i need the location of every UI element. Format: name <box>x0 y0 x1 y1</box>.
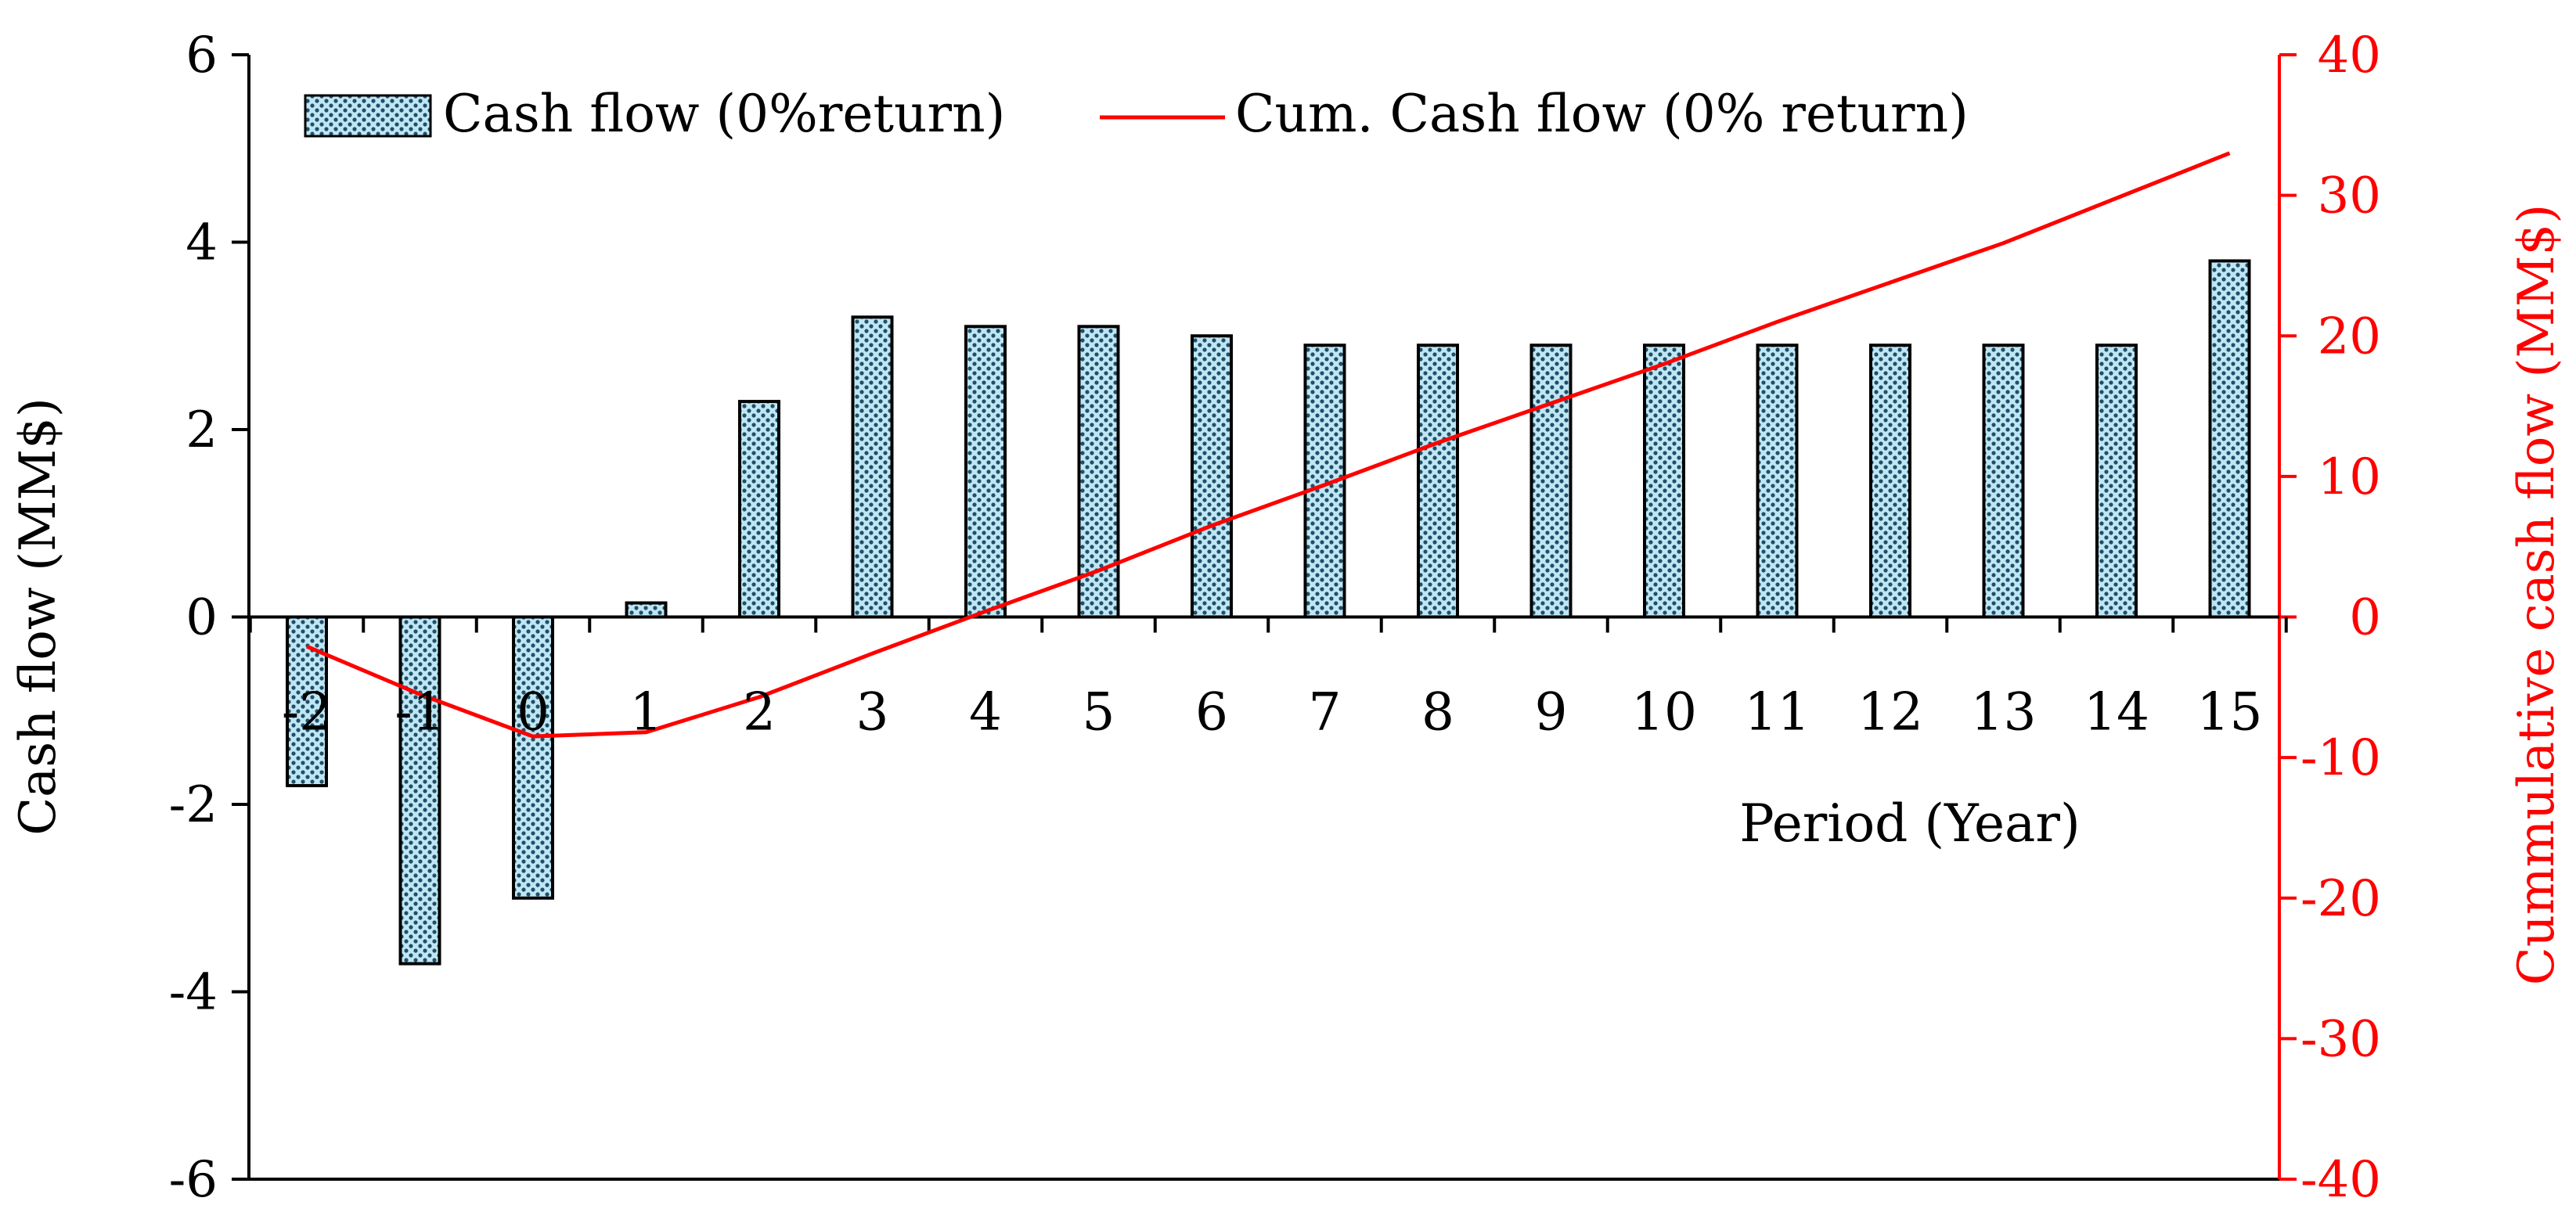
legend: Cash flow (0%return) Cum. Cash flow (0% … <box>304 84 1969 144</box>
bar-2 <box>738 400 780 619</box>
x-tick-label: 7 <box>1309 682 1342 743</box>
bar-14 <box>2095 344 2138 619</box>
bar-0 <box>512 615 554 900</box>
y2-tick-label: -40 <box>2300 1151 2381 1209</box>
y2-tick-label: -10 <box>2300 729 2381 787</box>
x-tick-label: 12 <box>1857 682 1923 743</box>
x-tick-label: -2 <box>282 682 332 743</box>
x-tick-label: 14 <box>2084 682 2149 743</box>
y-tick-label: 2 <box>186 401 218 459</box>
axes-layer <box>232 53 2297 1181</box>
y-tick-label: 4 <box>186 214 218 272</box>
y2-tick-label: 10 <box>2318 448 2381 506</box>
bar-10 <box>1643 344 1685 619</box>
line-layer <box>306 151 2231 739</box>
legend-label-cash-flow: Cash flow (0%return) <box>443 84 1005 144</box>
bar-11 <box>1756 344 1799 619</box>
y2-tick-label: 20 <box>2318 308 2381 365</box>
bar-13 <box>1982 344 2025 619</box>
y-tick-label: 6 <box>186 27 218 85</box>
y-tick-label: -4 <box>169 964 218 1022</box>
y2-tick-label: 30 <box>2318 167 2381 225</box>
y-tick-label: -2 <box>169 776 218 834</box>
y2-tick-label: -20 <box>2300 870 2381 928</box>
legend-label-cum-cash-flow: Cum. Cash flow (0% return) <box>1235 84 1969 144</box>
x-tick-label: 8 <box>1421 682 1454 743</box>
x-tick-label: 1 <box>630 682 663 743</box>
x-tick-label: -1 <box>395 682 445 743</box>
x-tick-label: 2 <box>743 682 776 743</box>
bar--1 <box>398 615 441 966</box>
x-tick-label: 9 <box>1535 682 1568 743</box>
x-tick-label: 0 <box>517 682 549 743</box>
y2-axis-title: Cummulative cash flow (MM$) <box>2508 204 2566 985</box>
bars-layer <box>286 259 2251 966</box>
x-tick-label: 15 <box>2197 682 2263 743</box>
x-tick-label: 4 <box>969 682 1002 743</box>
cum-cash-flow-line <box>306 151 2231 739</box>
bar-5 <box>1077 325 1120 619</box>
x-tick-label: 3 <box>856 682 889 743</box>
x-tick-label: 13 <box>1971 682 2037 743</box>
legend-swatch-bar <box>304 94 432 138</box>
y2-tick-label: 0 <box>2349 589 2381 647</box>
y-tick-label: -6 <box>169 1151 218 1209</box>
bar--2 <box>286 615 328 788</box>
x-tick-label: 6 <box>1195 682 1228 743</box>
y-tick-label: 0 <box>186 589 218 647</box>
y2-tick-label: 40 <box>2318 27 2381 85</box>
x-tick-label: 11 <box>1745 682 1810 743</box>
bar-1 <box>625 601 668 619</box>
x-tick-label: 10 <box>1631 682 1697 743</box>
bar-15 <box>2208 259 2251 619</box>
x-tick-label: 5 <box>1083 682 1115 743</box>
y-axis-title: Cash flow (MM$) <box>9 397 67 836</box>
y2-tick-label: -30 <box>2300 1010 2381 1068</box>
bar-12 <box>1869 344 1911 619</box>
bar-3 <box>851 315 894 619</box>
bar-4 <box>964 325 1007 619</box>
x-axis-title: Period (Year) <box>1739 793 2080 854</box>
bar-6 <box>1191 334 1233 619</box>
bar-8 <box>1417 344 1459 619</box>
bar-9 <box>1529 344 1573 619</box>
